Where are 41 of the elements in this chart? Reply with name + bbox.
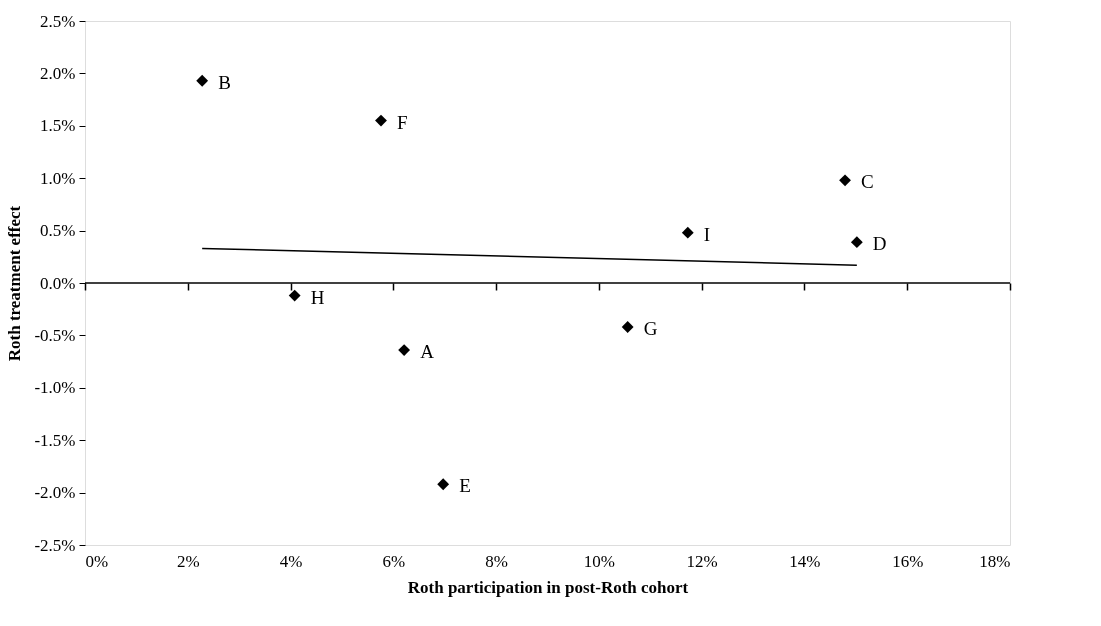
annotation: H: [310, 286, 325, 308]
annotation: F: [397, 111, 408, 133]
y-tick-label: 2.0%: [40, 63, 76, 83]
y-tick-label: -0.5%: [34, 325, 76, 345]
point: [850, 236, 863, 249]
point: [681, 226, 694, 239]
annotation: I: [703, 223, 711, 245]
point: [437, 478, 450, 491]
annotation: E: [459, 475, 471, 497]
y-tick-label: -1.5%: [34, 430, 76, 450]
y-tick-label: 0.0%: [40, 273, 76, 293]
x-tick-label: 8%: [485, 551, 508, 571]
point: [288, 289, 301, 302]
x-tick-label: 18%: [979, 551, 1011, 571]
y-tick-label: 1.0%: [40, 168, 76, 188]
x-tick-label: 14%: [789, 551, 821, 571]
y-axis-title: Roth treatment effect: [5, 205, 25, 362]
annotation: B: [218, 71, 231, 93]
y-tick-label: -2.5%: [34, 535, 76, 555]
x-axis-title: Roth participation in post-Roth cohort: [407, 577, 689, 597]
point: [398, 344, 411, 356]
annotation: G: [643, 318, 658, 340]
x-tick-label: 12%: [686, 551, 718, 571]
x-tick-label: 0%: [85, 551, 109, 571]
point: [196, 74, 209, 87]
y-tick-label: -2.0%: [34, 483, 76, 503]
y-tick-label: 2.5%: [40, 11, 76, 31]
x-tick-label: 10%: [583, 551, 615, 571]
x-tick-label: 16%: [892, 551, 924, 571]
x-tick-label: 2%: [176, 551, 200, 571]
x-tick-label: 4%: [279, 551, 303, 571]
annotation: D: [872, 233, 887, 255]
y-tick-label: 0.5%: [40, 221, 76, 241]
annotation: C: [861, 171, 874, 193]
point: [375, 114, 387, 127]
annotation: A: [420, 341, 435, 363]
y-tick-label: -1.0%: [34, 378, 76, 398]
x-tick-label: 6%: [382, 551, 406, 571]
y-tick-label: 1.5%: [40, 116, 76, 136]
point: [839, 174, 851, 187]
point: [621, 321, 634, 333]
